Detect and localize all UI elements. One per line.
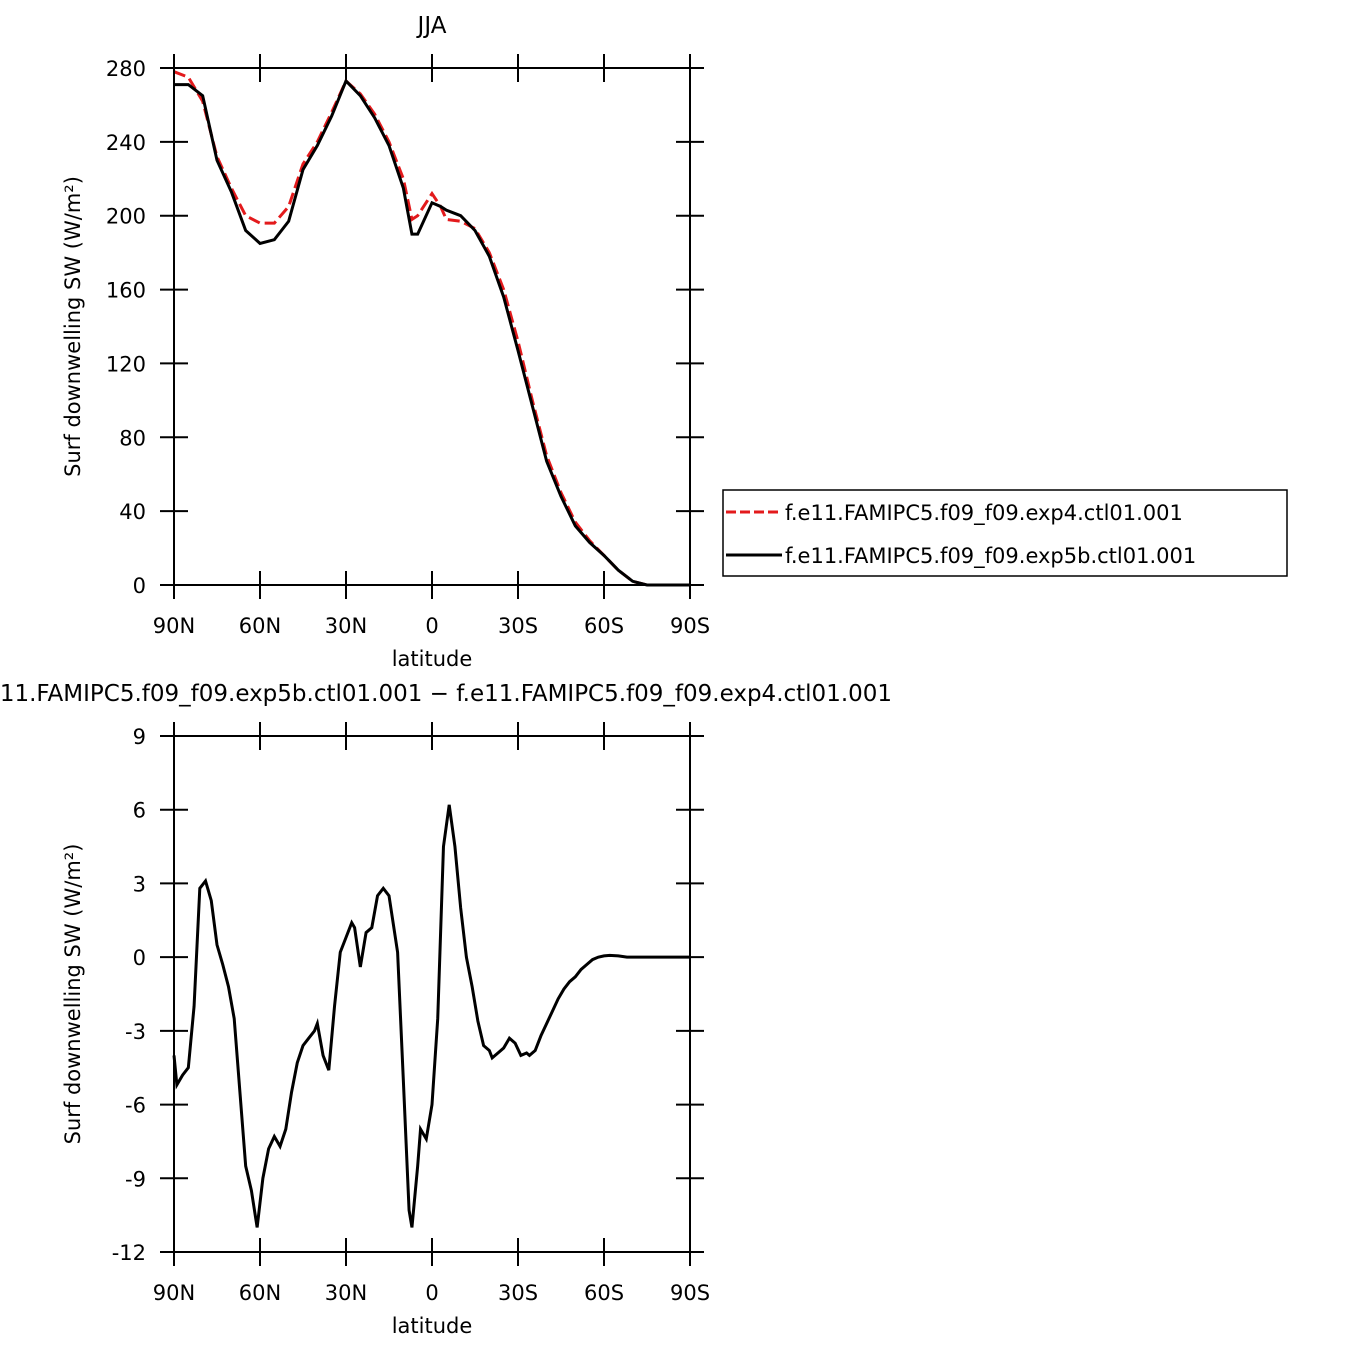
legend-label: f.e11.FAMIPC5.f09_f09.exp5b.ctl01.001 [785, 544, 1196, 569]
x-tick-label: 90N [153, 614, 195, 638]
y-tick-label: -9 [125, 1167, 146, 1191]
x-tick-label: 60S [584, 614, 624, 638]
y-tick-label: 280 [106, 57, 146, 81]
series-line [172, 804, 690, 1228]
plot-frame [173, 67, 691, 586]
chart-title: f.e11.FAMIPC5.f09_f09.exp5b.ctl01.001 − … [0, 681, 892, 707]
x-tick-label: 30S [498, 614, 538, 638]
series-line [173, 70, 690, 587]
y-tick-label: 240 [106, 131, 146, 155]
x-tick-label: 90N [153, 1281, 195, 1305]
y-axis-label: Surf downwelling SW (W/m²) [61, 176, 85, 477]
x-tick-label: 90S [670, 1281, 710, 1305]
x-axis-label: latitude [392, 1314, 473, 1338]
y-tick-label: 6 [133, 799, 146, 823]
plot-frame [173, 735, 691, 1253]
y-tick-label: 200 [106, 205, 146, 229]
y-tick-label: -6 [125, 1094, 146, 1118]
x-tick-label: 30N [325, 1281, 367, 1305]
x-tick-label: 60N [239, 1281, 281, 1305]
x-tick-label: 60S [584, 1281, 624, 1305]
y-tick-label: 120 [106, 352, 146, 376]
y-tick-label: -3 [125, 1020, 146, 1044]
y-tick-label: 0 [133, 574, 146, 598]
series-line [174, 78, 690, 587]
y-tick-label: 3 [133, 872, 146, 896]
y-axis-label: Surf downwelling SW (W/m²) [61, 844, 85, 1145]
y-tick-label: 80 [119, 426, 146, 450]
legend-box [722, 489, 1288, 577]
x-axis-label: latitude [392, 647, 473, 671]
x-tick-label: 60N [239, 614, 281, 638]
x-tick-label: 30N [325, 614, 367, 638]
chart-title: JJA [416, 13, 447, 39]
x-tick-label: 90S [670, 614, 710, 638]
x-tick-label: 30S [498, 1281, 538, 1305]
legend-label: f.e11.FAMIPC5.f09_f09.exp4.ctl01.001 [785, 501, 1183, 526]
y-tick-label: 0 [133, 946, 146, 970]
y-tick-label: 9 [133, 725, 146, 749]
y-tick-label: -12 [112, 1241, 146, 1265]
y-tick-label: 40 [119, 500, 146, 524]
x-tick-label: 0 [425, 614, 438, 638]
x-tick-label: 0 [425, 1281, 438, 1305]
y-tick-label: 160 [106, 279, 146, 303]
